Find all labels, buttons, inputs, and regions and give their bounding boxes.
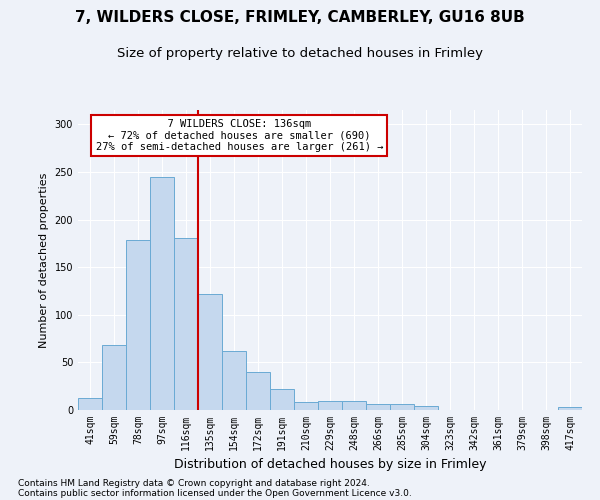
Bar bbox=[126, 240, 150, 410]
Text: Size of property relative to detached houses in Frimley: Size of property relative to detached ho… bbox=[117, 48, 483, 60]
Bar bbox=[390, 404, 414, 410]
Bar bbox=[102, 345, 126, 410]
Bar bbox=[366, 404, 390, 410]
Bar bbox=[558, 407, 582, 410]
Bar bbox=[318, 402, 342, 410]
Text: 7 WILDERS CLOSE: 136sqm  
← 72% of detached houses are smaller (690)
27% of semi: 7 WILDERS CLOSE: 136sqm ← 72% of detache… bbox=[95, 119, 383, 152]
Bar bbox=[246, 372, 270, 410]
Bar bbox=[78, 398, 102, 410]
Bar bbox=[414, 406, 438, 410]
X-axis label: Distribution of detached houses by size in Frimley: Distribution of detached houses by size … bbox=[174, 458, 486, 471]
Text: Contains HM Land Registry data © Crown copyright and database right 2024.: Contains HM Land Registry data © Crown c… bbox=[18, 478, 370, 488]
Bar bbox=[342, 402, 366, 410]
Bar bbox=[294, 402, 318, 410]
Bar bbox=[150, 176, 174, 410]
Bar bbox=[174, 238, 198, 410]
Bar bbox=[198, 294, 222, 410]
Bar bbox=[270, 389, 294, 410]
Text: 7, WILDERS CLOSE, FRIMLEY, CAMBERLEY, GU16 8UB: 7, WILDERS CLOSE, FRIMLEY, CAMBERLEY, GU… bbox=[75, 10, 525, 25]
Bar bbox=[222, 351, 246, 410]
Y-axis label: Number of detached properties: Number of detached properties bbox=[39, 172, 49, 348]
Text: Contains public sector information licensed under the Open Government Licence v3: Contains public sector information licen… bbox=[18, 488, 412, 498]
